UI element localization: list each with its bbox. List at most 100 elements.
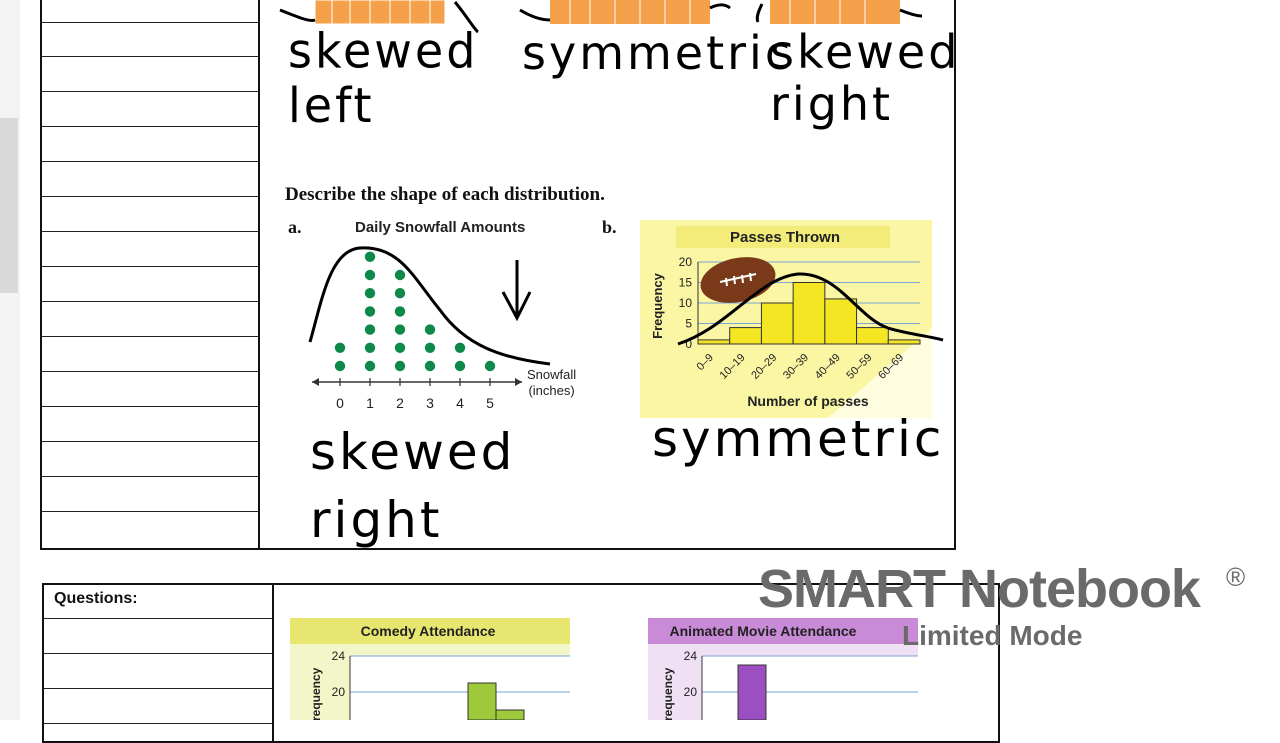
notes-line [44, 618, 272, 619]
scroll-track[interactable] [0, 0, 20, 720]
notes-line [42, 22, 258, 23]
dot-plot-axis-label-line2: (inches) [528, 383, 575, 398]
notes-line [42, 126, 258, 127]
dot-plot-dot [394, 306, 406, 317]
chart-title: Passes Thrown [730, 229, 840, 246]
dot-plot-tick-label: 2 [396, 395, 404, 411]
y-tick-label: 24 [332, 649, 346, 663]
handwriting-answer-a: skewed right [310, 423, 516, 549]
dot-plot-dot [364, 251, 376, 262]
notes-line [42, 231, 258, 232]
dot-plot-dot [394, 360, 406, 372]
handwritten-bell-curve [677, 272, 944, 346]
notes-line [42, 511, 258, 512]
y-tick-label: 20 [332, 685, 346, 699]
dot-plot-dot [334, 342, 346, 353]
notes-line [42, 266, 258, 267]
notes-line [42, 56, 258, 57]
notes-line [42, 91, 258, 92]
y-axis-label: Frequency [309, 667, 323, 720]
question-prompt: Describe the shape of each distribution. [285, 184, 605, 205]
dot-plot-tick-label: 3 [426, 395, 434, 411]
dot-plot-dot [394, 342, 406, 353]
notes-column [40, 0, 260, 550]
histogram-bar [856, 327, 889, 345]
dot-plot-dot [394, 288, 406, 299]
handwriting-answer-b: symmetric [652, 410, 945, 468]
watermark-subtitle: Limited Mode [902, 620, 1083, 651]
y-tick-label: 5 [685, 317, 692, 331]
football-laces-icon [719, 272, 757, 287]
y-tick-label: 20 [684, 685, 698, 699]
y-tick-label: 20 [679, 255, 693, 269]
dot-plot-title: Daily Snowfall Amounts [355, 219, 526, 236]
chart-title-band [648, 618, 918, 644]
notes-line [42, 196, 258, 197]
dot-plot-dot [364, 269, 376, 281]
dot-plot-dot [454, 360, 466, 372]
dot-plot-dot [454, 342, 466, 353]
dot-plot-tick-label: 5 [486, 395, 494, 411]
notes-line [42, 476, 258, 477]
notes-line [42, 301, 258, 302]
top-histogram-fragments [279, 0, 923, 34]
notes-line [42, 371, 258, 372]
handwriting-skewed-right-top: skewed right [770, 25, 961, 131]
dot-plot-dot [424, 324, 436, 335]
histogram-bar [737, 664, 767, 720]
part-b-label: b. [602, 217, 617, 237]
x-axis-label: Number of passes [747, 393, 869, 409]
dot-plot-dot [364, 342, 376, 353]
dot-plot-tick-label: 4 [456, 395, 464, 411]
handwritten-arrow [501, 260, 532, 322]
chart-background-stripe [828, 328, 932, 418]
plot-area [702, 656, 918, 720]
dot-plot-dot [364, 288, 376, 299]
notes-line [42, 161, 258, 162]
dot-plot-dot [424, 360, 436, 372]
dot-plot-axis-label-line1: Snowfall [527, 367, 577, 382]
histogram-bar [760, 302, 794, 345]
notes-line [44, 723, 272, 724]
histogram-bar [729, 327, 762, 345]
top-histogram-left [279, 0, 480, 34]
chart-title-band [290, 618, 570, 644]
part-a-label: a. [288, 217, 302, 237]
dot-plot-axis-label: Snowfall (inches) [527, 367, 576, 399]
top-histogram-right [755, 0, 923, 24]
histogram-bar [697, 339, 731, 345]
handwriting-symmetric-top: symmetric [522, 26, 794, 80]
dot-plot-tick-label: 0 [336, 395, 344, 411]
chart-title: Comedy Attendance [361, 623, 496, 639]
dot-plot-dot [394, 269, 406, 281]
y-tick-label: 10 [679, 296, 693, 310]
animated-movie-attendance-chart: Animated Movie Attendance12162024Frequen… [648, 618, 918, 720]
histogram-bar [824, 298, 858, 345]
dot-plot: 0 1 2 3 4 5 [308, 246, 551, 411]
questions-label: Questions: [54, 590, 138, 607]
axis-arrow-left [312, 378, 319, 386]
y-tick-label: 15 [679, 276, 693, 290]
watermark-title: SMART Notebook [758, 559, 1201, 619]
dot-plot-tick-label: 1 [366, 395, 374, 411]
histogram-bar [467, 682, 497, 720]
y-axis-label: Frequency [661, 667, 675, 720]
chart-title: Animated Movie Attendance [670, 623, 857, 639]
top-histogram-middle [519, 0, 731, 24]
y-tick-label: 24 [684, 649, 698, 663]
dot-plot-dot [424, 342, 436, 353]
y-tick-label: 0 [685, 337, 692, 351]
histogram-bar [495, 709, 525, 720]
dot-plot-dot [364, 360, 376, 372]
notes-line [42, 406, 258, 407]
histogram-bar [887, 339, 921, 345]
handwritten-curve [308, 246, 551, 366]
notes-line [44, 688, 272, 689]
dot-plot-dot [394, 324, 406, 335]
plot-area [350, 656, 570, 720]
y-axis-label: Frequency [650, 272, 665, 339]
notes-line [42, 441, 258, 442]
notes-line [42, 336, 258, 337]
scrollbar-thumb[interactable] [0, 118, 18, 293]
